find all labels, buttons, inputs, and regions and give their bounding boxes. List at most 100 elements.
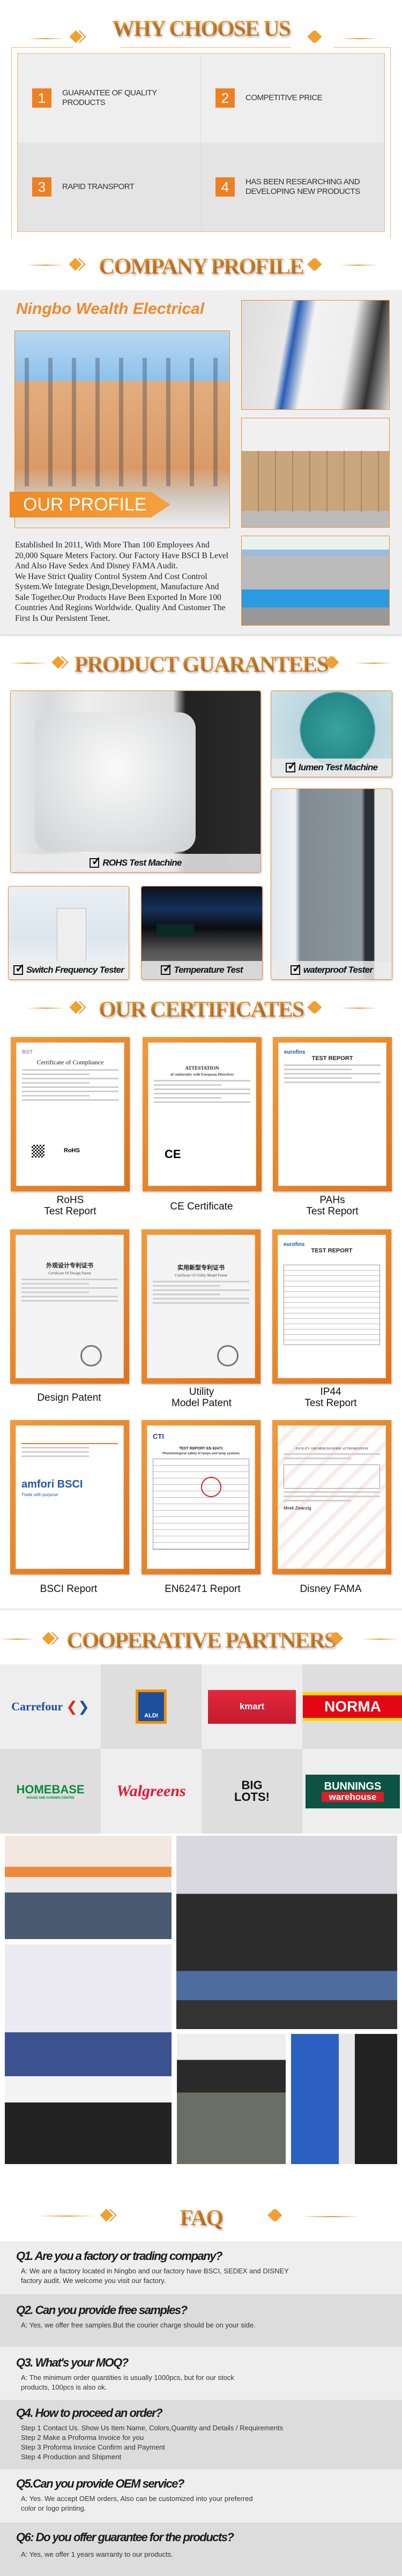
- faq-item: Q4. How to proceed an order? Step 1 Cont…: [0, 2400, 402, 2469]
- feature-item: 1 GUARANTEE OF QUALITY PRODUCTS: [18, 54, 201, 142]
- certificate-label: RoHS Test Report: [44, 1195, 96, 1217]
- feature-text: RAPID TRANSPORT: [62, 182, 135, 191]
- trade-show-photo: [177, 2034, 286, 2164]
- checkbox-icon: [90, 854, 101, 868]
- divider: [0, 1639, 35, 1640]
- checkbox-icon: [285, 759, 296, 773]
- partner-logo-carrefour: Carrefour ❮ ❯: [0, 1664, 101, 1749]
- certificate-ce[interactable]: ATTESTATION of conformity with European …: [143, 1037, 262, 1191]
- trade-show-photo: [5, 1836, 172, 1939]
- photo-caption: lumen Test Machine: [271, 758, 392, 777]
- divider: [340, 265, 377, 266]
- certificate-design-patent[interactable]: 外观设计专利证书 Certificate Of Design Patent: [10, 1229, 129, 1384]
- temperature-test-photo: Temperature Test: [141, 886, 263, 980]
- faq-item: Q1. Are you a factory or trading company…: [0, 2241, 402, 2294]
- divider: [38, 2215, 94, 2217]
- diamond-icon: [311, 259, 323, 271]
- decorative-frame: [11, 47, 391, 238]
- divider: [361, 1639, 399, 1640]
- production-line-photo: [241, 300, 390, 410]
- diamond-icon: [311, 31, 323, 43]
- divider: [301, 2216, 360, 2217]
- faq-question: Q5.Can you provide OEM service?: [16, 2477, 184, 2490]
- checkbox-icon: [290, 962, 301, 975]
- partner-logo-bunnings: BUNNINGS warehouse: [302, 1749, 402, 1834]
- certificate-pahs[interactable]: eurofins TEST REPORT: [273, 1037, 392, 1191]
- company-name: Ningbo Wealth Electrical: [16, 300, 205, 318]
- partner-logo-big-lots: BIG LOTS!: [202, 1749, 302, 1834]
- faq-answer: A: Yes, we offer 1 years warranty to our…: [21, 2550, 173, 2558]
- divider: [27, 38, 64, 39]
- faq-answer: A: We are a factory located in Ningbo an…: [21, 2267, 289, 2285]
- section-title: OUR CERTIFICATES: [98, 997, 304, 1023]
- feature-text: COMPETITIVE PRICE: [245, 93, 323, 102]
- faq-question: Q4. How to proceed an order?: [16, 2406, 163, 2420]
- feature-text: HAS BEEN RESEARCHING AND DEVELOPING NEW …: [245, 177, 360, 196]
- number-badge: 4: [215, 177, 235, 197]
- warehouse-photo: [241, 418, 390, 528]
- photo-caption: ROHS Test Machine: [11, 854, 260, 872]
- photo-caption: Temperature Test: [142, 961, 262, 979]
- number-badge: 2: [215, 88, 235, 108]
- section-title: COMPANY PROFILE: [99, 254, 304, 280]
- faq-item: Q2. Can you provide free samples? A: Yes…: [0, 2294, 402, 2347]
- certificate-rohs[interactable]: BST Certificate of Compliance RoHS: [11, 1037, 130, 1191]
- trade-show-photo: [291, 2034, 397, 2164]
- switch-frequency-tester-photo: Switch Frequency Tester: [8, 886, 129, 980]
- faq-answer: Step 1 Contact Us. Show Us Item Name, Co…: [21, 2424, 284, 2461]
- divider: [355, 663, 392, 664]
- certificate-label: Design Patent: [37, 1392, 101, 1403]
- certificate-label: BSCI Report: [40, 1583, 98, 1595]
- faq-question: Q6: Do you offer guarantee for the produ…: [16, 2530, 234, 2544]
- certificate-label: Utility Model Patent: [172, 1386, 232, 1409]
- assembly-workshop-photo: [241, 536, 390, 626]
- lumen-machine-photo: lumen Test Machine: [271, 690, 392, 777]
- certificate-ip44[interactable]: eurofins TEST REPORT: [272, 1229, 391, 1384]
- partner-logo-homebase: HOMEBASE HOUSE AND GARDEN CENTRE: [0, 1749, 101, 1834]
- photo-caption: Switch Frequency Tester: [9, 961, 129, 979]
- section-title: COOPERATIVE PARTNERS: [66, 1628, 337, 1654]
- partner-logo-walgreens: Walgreens: [101, 1749, 202, 1834]
- diamond-icon: [332, 1633, 344, 1644]
- faq-question: Q3. What's your MOQ?: [16, 2356, 129, 2369]
- certificate-label: PAHs Test Report: [306, 1195, 359, 1217]
- photo-caption: waterproof Tester: [271, 961, 392, 979]
- company-description: Established In 2011, With More Than 100 …: [15, 540, 229, 623]
- section-title: WHY CHOOSE US: [112, 17, 291, 42]
- checkbox-icon: [13, 962, 25, 975]
- divider: [340, 1008, 377, 1009]
- certificate-utility-patent[interactable]: 实用新型专利证书 Certificate Of Utility Model Pa…: [142, 1229, 260, 1384]
- certificate-label: IP44 Test Report: [304, 1386, 357, 1409]
- section-title: FAQ: [180, 2206, 224, 2231]
- feature-text: GUARANTEE OF QUALITY PRODUCTS: [62, 88, 157, 107]
- faq-item: Q5.Can you provide OEM service? A: Yes. …: [0, 2469, 402, 2522]
- faq-answer: A: The minimum order quantities is usual…: [21, 2374, 234, 2391]
- our-profile-banner: OUR PROFILE: [10, 492, 170, 517]
- faq-question: Q2. Can you provide free samples?: [16, 2303, 188, 2317]
- number-badge: 3: [32, 177, 51, 197]
- number-badge: 1: [32, 88, 51, 108]
- certificate-label: EN62471 Report: [165, 1583, 241, 1595]
- diamond-icon: [271, 2210, 283, 2221]
- divider: [27, 1008, 64, 1009]
- rohs-machine-photo: ROHS Test Machine: [10, 690, 261, 873]
- faq-question: Q1. Are you a factory or trading company…: [16, 2249, 222, 2263]
- feature-item: 3 RAPID TRANSPORT: [18, 142, 201, 231]
- feature-item: 2 COMPETITIVE PRICE: [201, 54, 384, 142]
- divider: [341, 38, 378, 39]
- certificate-en62471[interactable]: CTI TEST REPORT EN 62471 Photobiological…: [142, 1420, 260, 1574]
- faq-answer: A: Yes, we offer free samples.But the co…: [21, 2321, 256, 2329]
- certificate-label: CE Certificate: [170, 1201, 233, 1212]
- section-title: PRODUCT GUARANTEES: [74, 652, 329, 678]
- faq-answer: A: Yes. We accept OEM orders, Also can b…: [21, 2495, 253, 2512]
- divider: [10, 663, 47, 664]
- faq-item: Q3. What's your MOQ? A: The minimum orde…: [0, 2347, 402, 2400]
- partner-logo-kmart: kmart: [202, 1664, 302, 1749]
- waterproof-tester-photo: waterproof Tester: [271, 788, 392, 980]
- partner-logo-aldi: ALDI: [101, 1664, 202, 1749]
- partner-logo-norma: NORMA: [302, 1664, 402, 1749]
- certificate-bsci[interactable]: amfori BSCI Trade with purpose: [10, 1420, 129, 1574]
- certificate-disney-fama[interactable]: FACILITY AND MERCHANDISE AUTHORIZATION M…: [272, 1420, 391, 1574]
- certificate-label: Disney FAMA: [300, 1583, 362, 1595]
- diamond-icon: [328, 657, 340, 669]
